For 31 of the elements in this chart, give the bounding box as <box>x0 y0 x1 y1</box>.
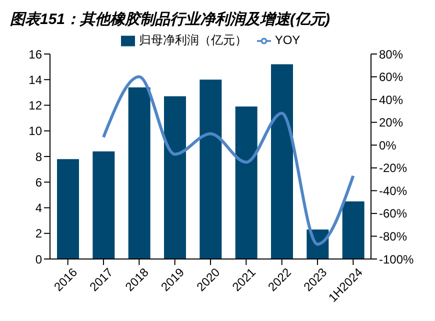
bar <box>164 96 186 259</box>
y-tick-label: 0 <box>35 252 42 266</box>
y2-tick-label: 0% <box>379 138 397 152</box>
y-tick-label: 10 <box>28 124 42 138</box>
y-tick-label: 16 <box>28 47 42 62</box>
y2-tick-label: 40% <box>379 92 404 107</box>
bar <box>271 64 293 259</box>
bar <box>92 151 115 259</box>
line-series <box>102 75 355 246</box>
y-tick-label: 14 <box>28 72 42 87</box>
y2-tick-label: -100% <box>379 252 414 266</box>
y2-tick-label: -60% <box>379 206 408 221</box>
legend-label: 归母净利润（亿元） <box>138 33 247 47</box>
legend-label: YOY <box>274 33 300 47</box>
y2-tick-label: -40% <box>379 184 408 198</box>
bar <box>200 80 222 259</box>
bar <box>57 159 79 259</box>
y-tick-label: 8 <box>35 150 42 164</box>
bar <box>235 106 258 259</box>
y2-tick-label: 60% <box>379 70 404 84</box>
y2-tick-label: 80% <box>379 47 404 62</box>
y-tick-label: 2 <box>35 226 42 241</box>
y2-tick-label: -80% <box>379 229 408 244</box>
chart-title: 图表151：其他橡胶制品行业净利润及增速(亿元) <box>9 10 332 30</box>
y-tick-label: 4 <box>35 201 42 216</box>
y-tick-label: 12 <box>28 98 42 113</box>
bar <box>128 87 150 259</box>
y2-tick-label: 20% <box>379 116 404 130</box>
y-tick-label: 6 <box>35 175 42 190</box>
y2-tick-label: -20% <box>379 161 408 176</box>
bar <box>342 201 364 259</box>
